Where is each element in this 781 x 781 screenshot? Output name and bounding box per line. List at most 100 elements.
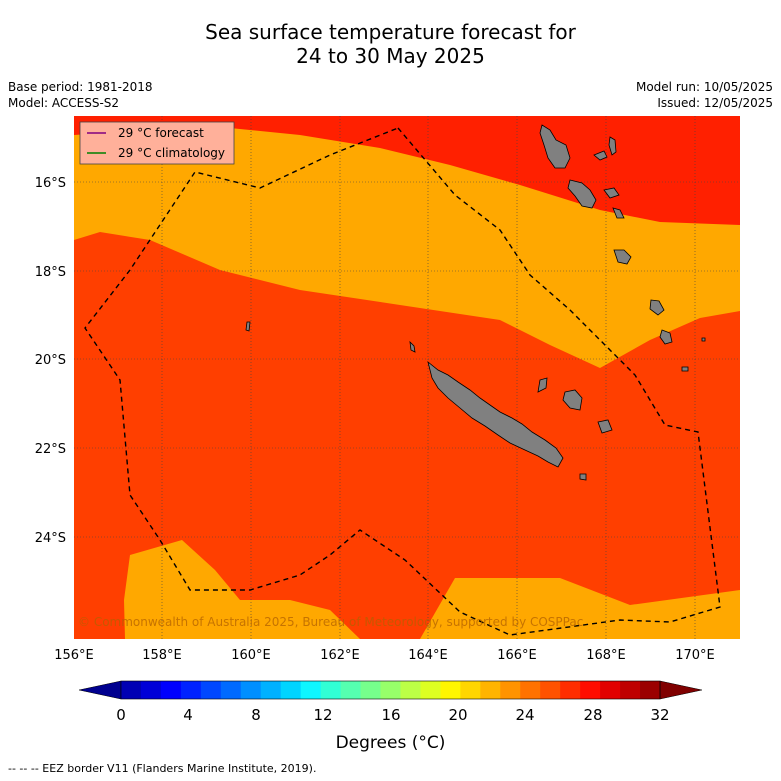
lon-label-170e: 170°E <box>675 648 715 663</box>
colorbar-segment <box>640 681 661 699</box>
cbar-tick-28: 28 <box>583 706 602 724</box>
colorbar-segment <box>360 681 382 699</box>
lat-label-22s: 22°S <box>35 442 66 457</box>
vanuatu-islet-4 <box>612 207 625 219</box>
colorbar-label-unit: °C) <box>418 733 446 753</box>
new-caledonia-land <box>427 360 564 468</box>
vanuatu-islet-3 <box>603 187 620 199</box>
lon-label-158e: 158°E <box>142 648 182 663</box>
colorbar-segment <box>121 681 142 699</box>
lat-label-20s: 20°S <box>35 353 66 368</box>
model-run: Model run: 10/05/2025 <box>635 80 773 94</box>
colorbar-segment <box>500 681 521 699</box>
sst-band-30 <box>74 232 740 639</box>
cbar-tick-16: 16 <box>381 706 400 724</box>
hunter-islet <box>701 337 706 342</box>
colorbar-segment <box>260 681 282 699</box>
gridlines <box>74 116 740 639</box>
model-name: Model: ACCESS-S2 <box>8 96 120 110</box>
meta-right: Model run: 10/05/2025 Issued: 12/05/2025 <box>636 79 773 111</box>
meta-left: Base period: 1981-2018 Model: ACCESS-S2 <box>8 79 153 111</box>
vanuatu-efate <box>613 249 632 265</box>
legend-forecast-label: 29 °C forecast <box>118 126 204 140</box>
colorbar-tick-labels: 0 4 8 12 16 20 24 28 32 <box>116 706 669 724</box>
colorbar-segment <box>340 681 362 699</box>
colorbar-segment <box>600 681 621 699</box>
cbar-tick-4: 4 <box>183 706 193 724</box>
colorbar-segment <box>560 681 581 699</box>
sst-band-26-southeast <box>420 578 740 639</box>
colorbar-segment <box>540 681 561 699</box>
aneityum-island <box>659 329 673 345</box>
lat-label-16s: 16°S <box>35 176 66 191</box>
colorbar-segment <box>440 681 461 699</box>
colorbar-segment <box>220 681 242 699</box>
land-masses <box>245 124 706 481</box>
lon-label-160e: 160°E <box>231 648 271 663</box>
eez-footnote: -- -- -- EEZ border V11 (Flanders Marine… <box>8 762 317 775</box>
sst-field <box>74 116 740 639</box>
vanuatu-islet-1 <box>593 150 608 161</box>
copyright-text: © Commonwealth of Australia 2025, Bureau… <box>78 615 583 629</box>
sst-band-31 <box>74 116 740 225</box>
tanna-island <box>649 299 665 316</box>
issued-date: Issued: 12/05/2025 <box>657 96 773 110</box>
loyalty-mare <box>597 419 613 434</box>
cbar-tick-24: 24 <box>515 706 534 724</box>
colorbar-extend-low <box>78 680 122 700</box>
colorbar-segment <box>140 681 162 699</box>
colorbar-segment <box>400 681 421 699</box>
lat-label-18s: 18°S <box>35 265 66 280</box>
colorbar-segment <box>380 681 401 699</box>
colorbar-segment <box>160 681 182 699</box>
lon-label-156e: 156°E <box>54 648 94 663</box>
loyalty-lifou <box>562 389 583 411</box>
belep-islands <box>409 340 416 353</box>
vanuatu-espiritu-santo <box>539 124 571 169</box>
lon-label-168e: 168°E <box>586 648 626 663</box>
latitude-labels: 16°S 18°S 20°S 22°S 24°S <box>35 176 66 546</box>
sst-band-26-south <box>124 540 360 639</box>
eez-border <box>84 127 721 636</box>
lat-label-24s: 24°S <box>35 531 66 546</box>
cbar-tick-12: 12 <box>313 706 332 724</box>
title-line-2: 24 to 30 May 2025 <box>296 44 485 68</box>
colorbar-outline <box>120 680 661 700</box>
cbar-tick-0: 0 <box>116 706 126 724</box>
cbar-tick-20: 20 <box>448 706 467 724</box>
colorbar-segment <box>300 681 322 699</box>
colorbar-segment <box>480 681 501 699</box>
lon-label-162e: 162°E <box>320 648 360 663</box>
chart-title: Sea surface temperature forecast for 24 … <box>0 20 781 68</box>
lon-label-164e: 164°E <box>408 648 448 663</box>
colorbar-segment <box>460 681 481 699</box>
title-line-1: Sea surface temperature forecast for <box>205 20 576 44</box>
cbar-tick-32: 32 <box>650 706 669 724</box>
colorbar-segment <box>180 681 202 699</box>
isle-of-pines <box>579 473 587 481</box>
lon-label-166e: 166°E <box>497 648 537 663</box>
colorbar-segment <box>280 681 302 699</box>
longitude-labels: 156°E 158°E 160°E 162°E 164°E 166°E 168°… <box>54 648 715 663</box>
walpole-islet <box>681 366 689 372</box>
colorbar-segment <box>200 681 222 699</box>
vanuatu-malakula <box>567 179 597 209</box>
loyalty-ouvea <box>537 377 548 393</box>
colorbar-segment <box>620 681 641 699</box>
colorbar-segment <box>240 681 262 699</box>
colorbar-extend-high <box>659 680 703 700</box>
colorbar-label: Degrees (°C) <box>0 733 781 753</box>
base-period: Base period: 1981-2018 <box>8 80 153 94</box>
legend-climatology-label: 29 °C climatology <box>118 146 225 160</box>
colorbar-segment <box>420 681 441 699</box>
chesterfield-islet <box>245 321 251 332</box>
colorbar-segment <box>520 681 541 699</box>
colorbar-segment <box>580 681 601 699</box>
colorbar-label-text: Degrees ( <box>335 733 419 753</box>
colorbar-segment <box>320 681 342 699</box>
cbar-tick-8: 8 <box>251 706 261 724</box>
vanuatu-islet-2 <box>608 136 617 156</box>
map-legend: 29 °C forecast 29 °C climatology <box>79 121 235 165</box>
colorbar <box>78 680 703 700</box>
